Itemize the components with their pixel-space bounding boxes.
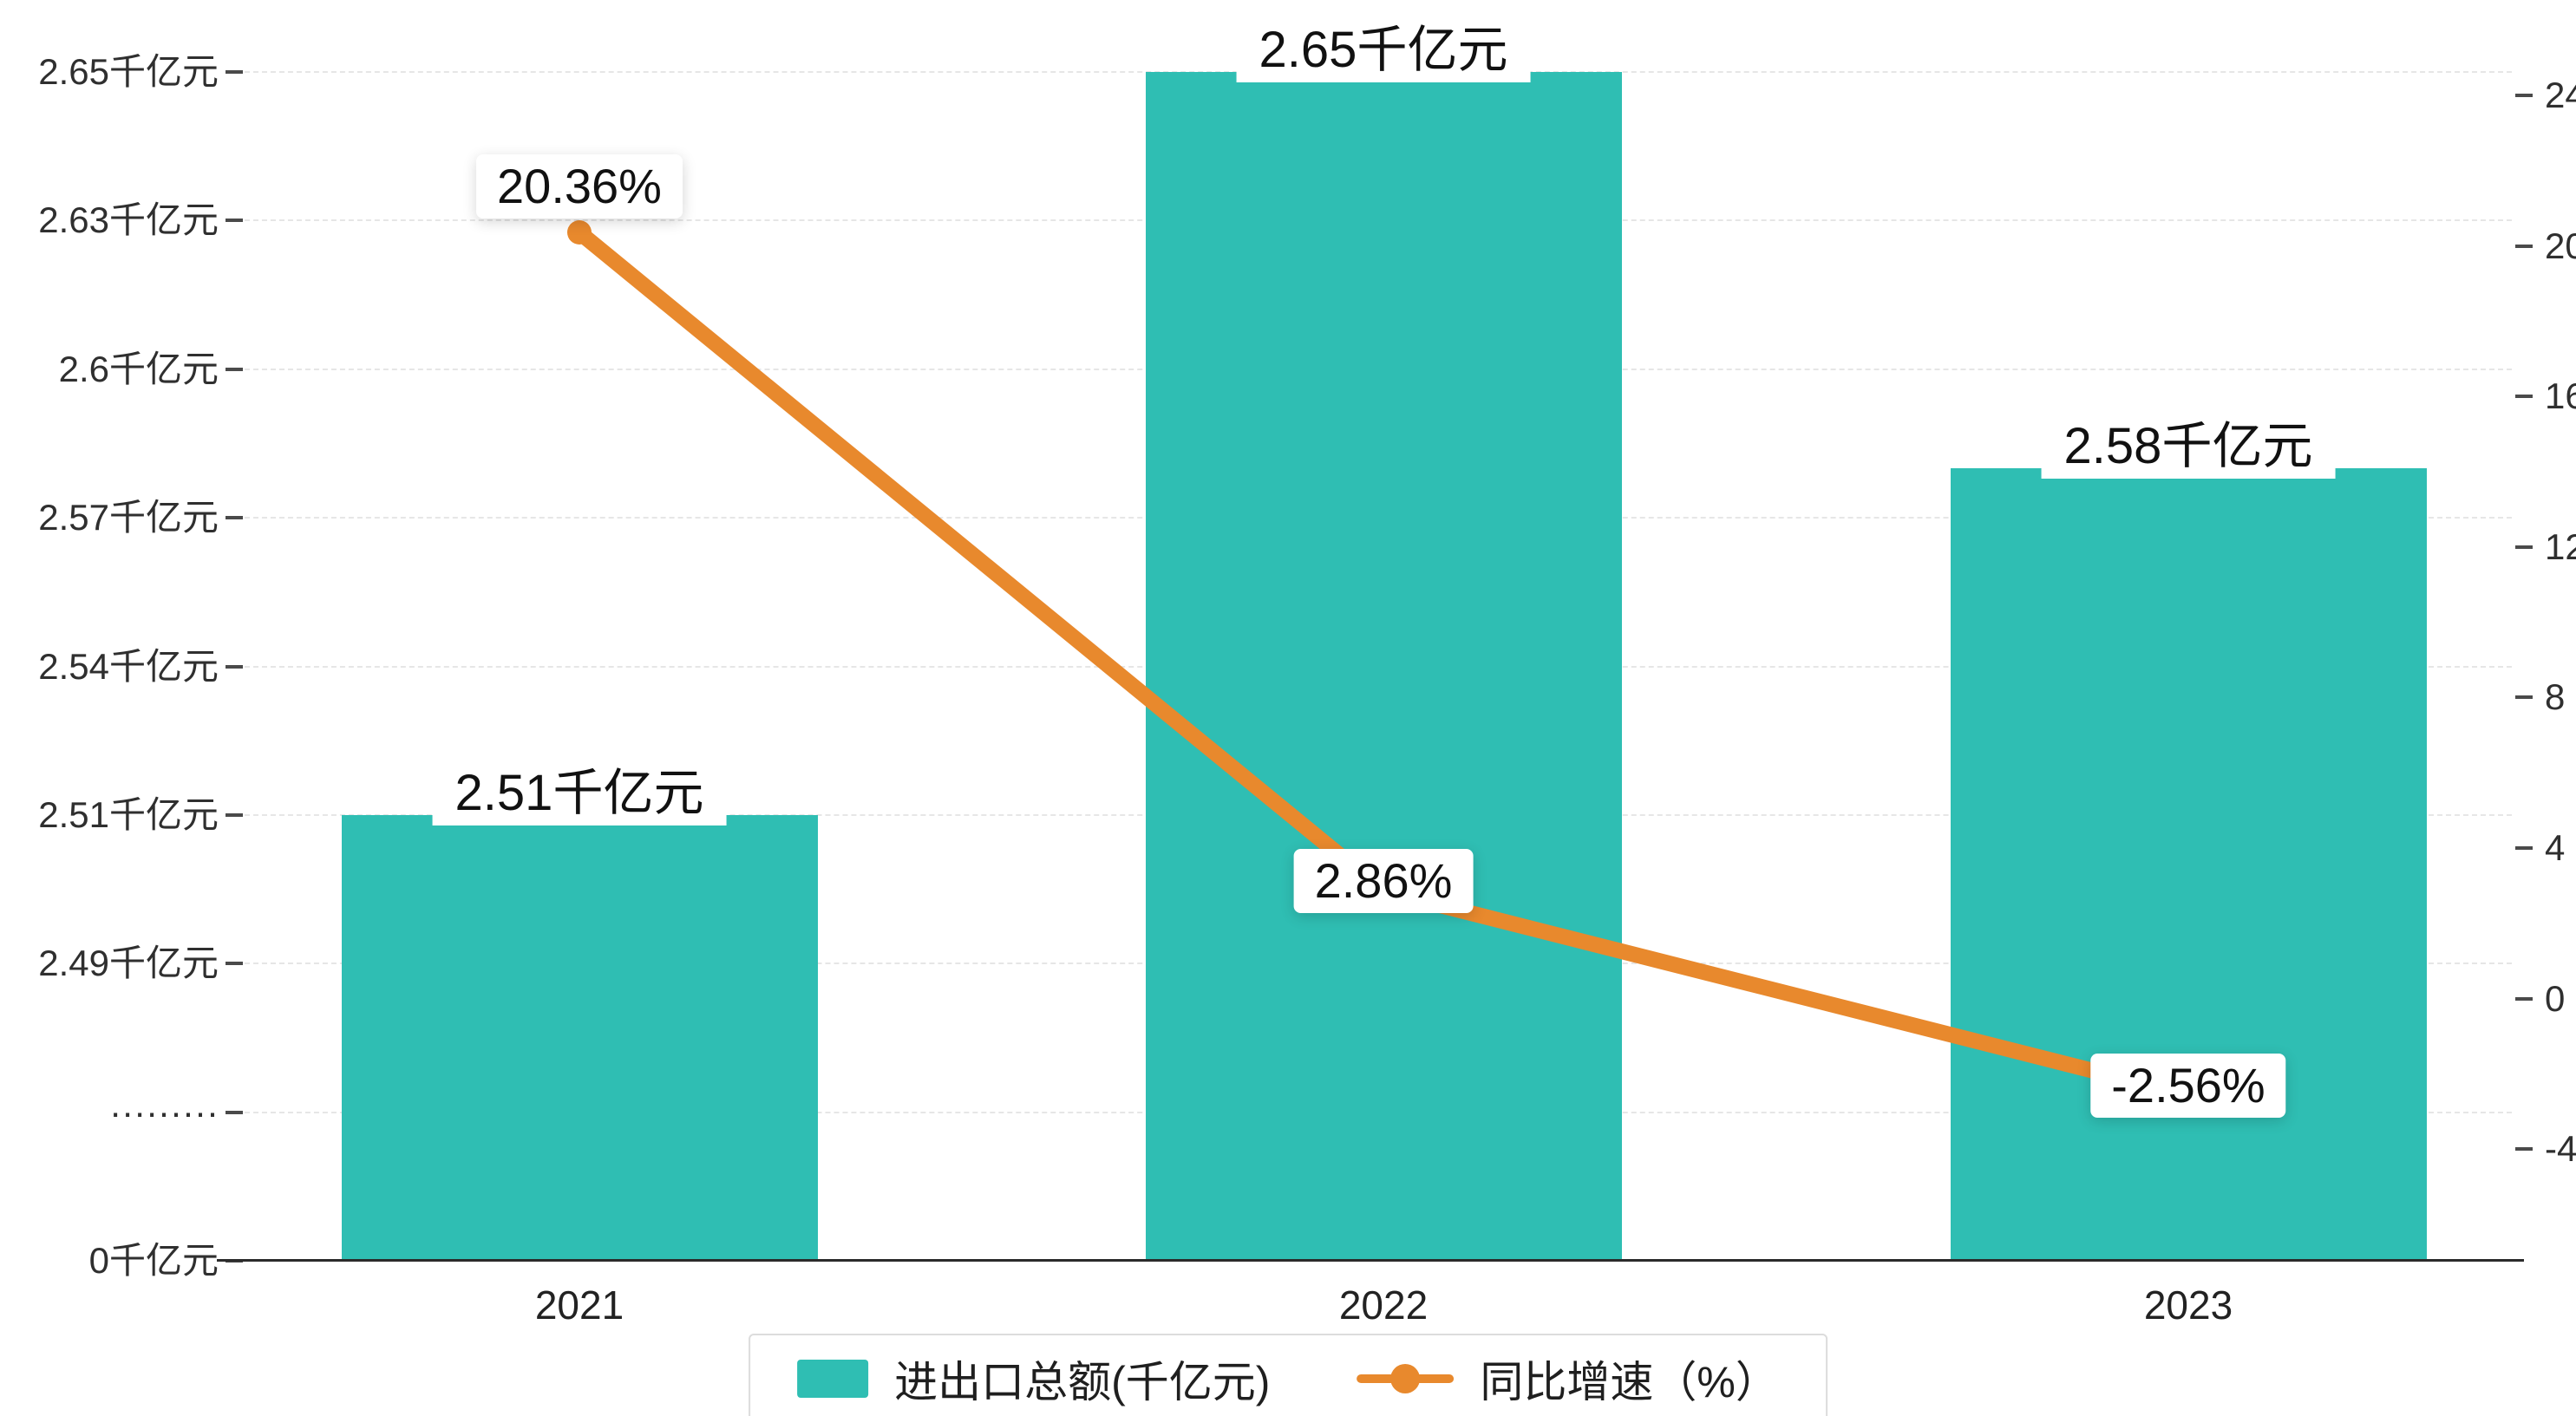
left-axis-tick-label: 2.54千亿元	[38, 645, 219, 687]
right-axis-tick-mark	[2515, 244, 2533, 248]
growth-line	[572, 225, 2196, 1103]
left-axis-tick-label: 2.49千亿元	[38, 943, 219, 984]
line-series-marker	[1357, 1360, 1455, 1398]
bar-2021[interactable]	[341, 815, 818, 1261]
line-marker-dot	[1390, 1364, 1421, 1393]
left-axis-tick-label: 2.57千亿元	[38, 497, 219, 538]
right-axis-tick-mark	[2515, 846, 2533, 850]
right-axis-tick-mark	[2515, 545, 2533, 549]
bar-value-label-2023: 2.58千亿元	[2041, 414, 2336, 480]
left-axis-tick-mark	[226, 219, 243, 223]
right-axis-tick-mark	[2515, 695, 2533, 700]
bar-value-label-2021: 2.51千亿元	[432, 761, 727, 825]
right-axis-tick-label: 16	[2545, 375, 2576, 417]
right-axis-tick-mark	[2515, 395, 2533, 399]
right-axis-tick-mark	[2515, 996, 2533, 1001]
bar-value-label-2022: 2.65千亿元	[1236, 18, 1531, 82]
left-axis-tick-label: 0千亿元	[88, 1240, 219, 1282]
line-value-label-2021: 20.36%	[476, 153, 683, 219]
left-axis-tick-mark	[226, 813, 243, 817]
legend: 进出口总额(千亿元) 同比增速（%）	[749, 1334, 1827, 1416]
right-axis-tick-mark	[2515, 94, 2533, 97]
line-point-2021[interactable]	[567, 220, 592, 245]
right-axis-tick-label: 8	[2545, 676, 2566, 718]
left-axis-tick-mark	[226, 1110, 243, 1114]
left-axis-tick-label: 2.6千亿元	[58, 348, 219, 389]
legend-item-line-series[interactable]: 同比增速（%）	[1357, 1347, 1779, 1410]
x-axis-label-2021: 2021	[534, 1282, 624, 1328]
left-axis-tick-mark	[226, 70, 243, 74]
right-axis-tick-label: 4	[2545, 827, 2566, 868]
left-axis-tick-label: 2.65千亿元	[38, 51, 219, 92]
bar-2022[interactable]	[1145, 72, 1622, 1261]
left-axis-tick-mark	[226, 962, 243, 966]
line-series-legend-label: 同比增速（%）	[1480, 1358, 1779, 1406]
left-axis-tick-mark	[226, 367, 243, 371]
bar-2023[interactable]	[1950, 468, 2427, 1261]
x-axis-label-2023: 2023	[2143, 1282, 2233, 1328]
left-axis-tick-mark	[226, 664, 243, 669]
x-axis-line	[217, 1259, 2524, 1262]
bar-series-swatch	[797, 1360, 869, 1398]
left-axis-tick-label: 2.63千亿元	[38, 199, 219, 241]
right-axis-tick-label: -4	[2545, 1128, 2576, 1170]
line-value-label-2022: 2.86%	[1293, 849, 1474, 914]
right-axis-tick-label: 20	[2545, 225, 2576, 266]
x-axis-label-2022: 2022	[1338, 1282, 1429, 1328]
left-axis-tick-mark	[226, 516, 243, 520]
legend-item-bar-series[interactable]: 进出口总额(千亿元)	[797, 1347, 1270, 1410]
right-axis-tick-label: 24	[2545, 75, 2576, 115]
bar-series-legend-label: 进出口总额(千亿元)	[894, 1358, 1271, 1406]
line-value-label-2023: -2.56%	[2090, 1053, 2286, 1118]
left-axis-tick-label: ·········	[109, 1091, 219, 1132]
right-axis-tick-label: 12	[2545, 525, 2576, 567]
right-axis-tick-mark	[2515, 1147, 2533, 1152]
left-axis-tick-label: 2.51千亿元	[38, 794, 219, 835]
right-axis-tick-label: 0	[2545, 977, 2566, 1019]
